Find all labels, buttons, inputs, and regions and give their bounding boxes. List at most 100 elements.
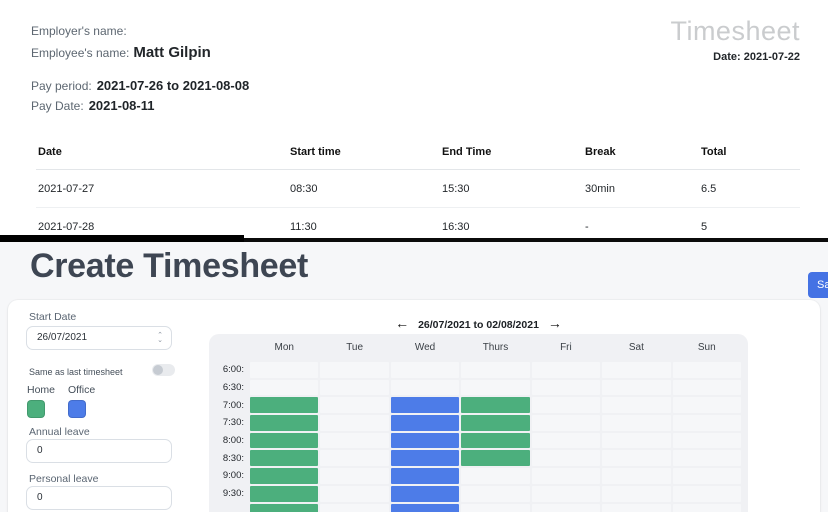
- time-slot[interactable]: [320, 468, 389, 484]
- stepper-up-icon: ⌃: [157, 332, 163, 339]
- time-slot[interactable]: [320, 415, 389, 431]
- time-slot[interactable]: [390, 450, 460, 467]
- week-navigation: ← 26/07/2021 to 02/08/2021 →: [209, 315, 748, 331]
- time-slot[interactable]: [461, 397, 530, 414]
- save-button[interactable]: Save: [808, 272, 828, 298]
- time-slot[interactable]: [250, 468, 319, 484]
- time-slot[interactable]: [672, 379, 741, 396]
- time-slot[interactable]: [602, 379, 671, 396]
- time-slot[interactable]: [250, 450, 319, 467]
- time-slot[interactable]: [250, 503, 319, 512]
- time-slot[interactable]: [531, 468, 601, 484]
- time-slot[interactable]: [461, 415, 530, 431]
- time-slot[interactable]: [250, 485, 319, 502]
- legend-home: Home: [27, 384, 55, 418]
- pay-block: Pay period: 2021-07-26 to 2021-08-08 Pay …: [31, 76, 249, 116]
- time-slot[interactable]: [390, 379, 460, 396]
- time-slot[interactable]: [461, 432, 530, 449]
- time-slot[interactable]: [390, 432, 460, 449]
- time-slot[interactable]: [320, 379, 389, 396]
- time-slot[interactable]: [672, 450, 741, 467]
- scrollbar-thumb[interactable]: [0, 235, 244, 242]
- time-label: 7:30:: [222, 417, 244, 429]
- table-cell: 6.5: [699, 169, 800, 208]
- table-cell: 15:30: [440, 169, 583, 208]
- time-slot[interactable]: [531, 503, 601, 512]
- prev-week-icon[interactable]: ←: [395, 315, 410, 331]
- time-slot[interactable]: [672, 503, 741, 512]
- time-slot[interactable]: [250, 379, 319, 396]
- time-slot[interactable]: [461, 468, 530, 484]
- time-slot[interactable]: [390, 415, 460, 431]
- legend-office: Office: [68, 384, 95, 418]
- employee-label: Employee's name:: [31, 46, 130, 60]
- time-slot[interactable]: [320, 485, 389, 502]
- time-slot[interactable]: [531, 485, 601, 502]
- time-slot[interactable]: [390, 397, 460, 414]
- time-slot[interactable]: [531, 397, 601, 414]
- time-slot[interactable]: [531, 379, 601, 396]
- time-slot[interactable]: [250, 397, 319, 414]
- time-slot[interactable]: [672, 397, 741, 414]
- time-slot[interactable]: [320, 503, 389, 512]
- time-slot[interactable]: [390, 485, 460, 502]
- time-slot[interactable]: [602, 362, 671, 378]
- employee-value: Matt Gilpin: [133, 44, 211, 61]
- time-slot[interactable]: [461, 450, 530, 467]
- time-slot[interactable]: [531, 362, 601, 378]
- same-as-last-toggle[interactable]: [152, 364, 175, 376]
- time-slot[interactable]: [320, 450, 389, 467]
- legend-home-label: Home: [27, 384, 56, 396]
- time-slot[interactable]: [672, 485, 741, 502]
- grid-corner: [209, 334, 249, 361]
- document-title: Timesheet: [670, 16, 800, 46]
- employer-label: Employer's name:: [31, 24, 127, 38]
- timesheet-preview: Employer's name: Employee's name: Matt Gi…: [0, 0, 828, 246]
- time-slot[interactable]: [602, 468, 671, 484]
- time-slot[interactable]: [390, 362, 460, 378]
- stepper-down-icon: ⌄: [157, 337, 163, 344]
- start-date-select[interactable]: 26/07/2021 ⌃ ⌄: [26, 326, 172, 350]
- time-slot[interactable]: [602, 503, 671, 512]
- personal-leave-label: Personal leave: [29, 473, 99, 485]
- time-slot[interactable]: [531, 415, 601, 431]
- name-block: Employer's name: Employee's name: Matt Gi…: [31, 20, 211, 64]
- time-slot[interactable]: [320, 432, 389, 449]
- pay-period-value: 2021-07-26 to 2021-08-08: [96, 78, 250, 93]
- next-week-icon[interactable]: →: [547, 315, 562, 331]
- time-label: 6:30:: [222, 382, 244, 394]
- same-as-last-label: Same as last timesheet: [29, 367, 123, 377]
- annual-leave-input[interactable]: 0: [26, 439, 172, 463]
- time-slot[interactable]: [461, 485, 530, 502]
- time-label: 9:00:: [222, 470, 244, 482]
- time-slot[interactable]: [602, 397, 671, 414]
- time-slot[interactable]: [250, 432, 319, 449]
- stepper-icon[interactable]: ⌃ ⌄: [157, 327, 163, 349]
- time-slot[interactable]: [320, 362, 389, 378]
- time-slot[interactable]: [250, 362, 319, 378]
- office-swatch: [68, 400, 86, 418]
- time-slot[interactable]: [602, 485, 671, 502]
- time-slot[interactable]: [672, 415, 741, 431]
- time-slot[interactable]: [461, 362, 530, 378]
- time-slot[interactable]: [250, 415, 319, 431]
- time-slot[interactable]: [531, 432, 601, 449]
- day-header: Mon: [274, 342, 294, 353]
- table-cell: 2021-07-27: [36, 169, 288, 208]
- time-slot[interactable]: [461, 379, 530, 396]
- time-slot[interactable]: [461, 503, 530, 512]
- pay-period-label: Pay period:: [31, 79, 92, 93]
- time-slot[interactable]: [531, 450, 601, 467]
- time-slot[interactable]: [602, 415, 671, 431]
- time-slot[interactable]: [672, 432, 741, 449]
- time-slot[interactable]: [320, 397, 389, 414]
- time-slot[interactable]: [602, 450, 671, 467]
- page-title: Create Timesheet: [30, 247, 309, 285]
- time-slot[interactable]: [672, 468, 741, 484]
- time-slot[interactable]: [602, 432, 671, 449]
- toggle-knob: [153, 365, 163, 375]
- personal-leave-input[interactable]: 0: [26, 486, 172, 510]
- time-slot[interactable]: [390, 503, 460, 512]
- time-slot[interactable]: [390, 468, 460, 484]
- time-slot[interactable]: [672, 362, 741, 378]
